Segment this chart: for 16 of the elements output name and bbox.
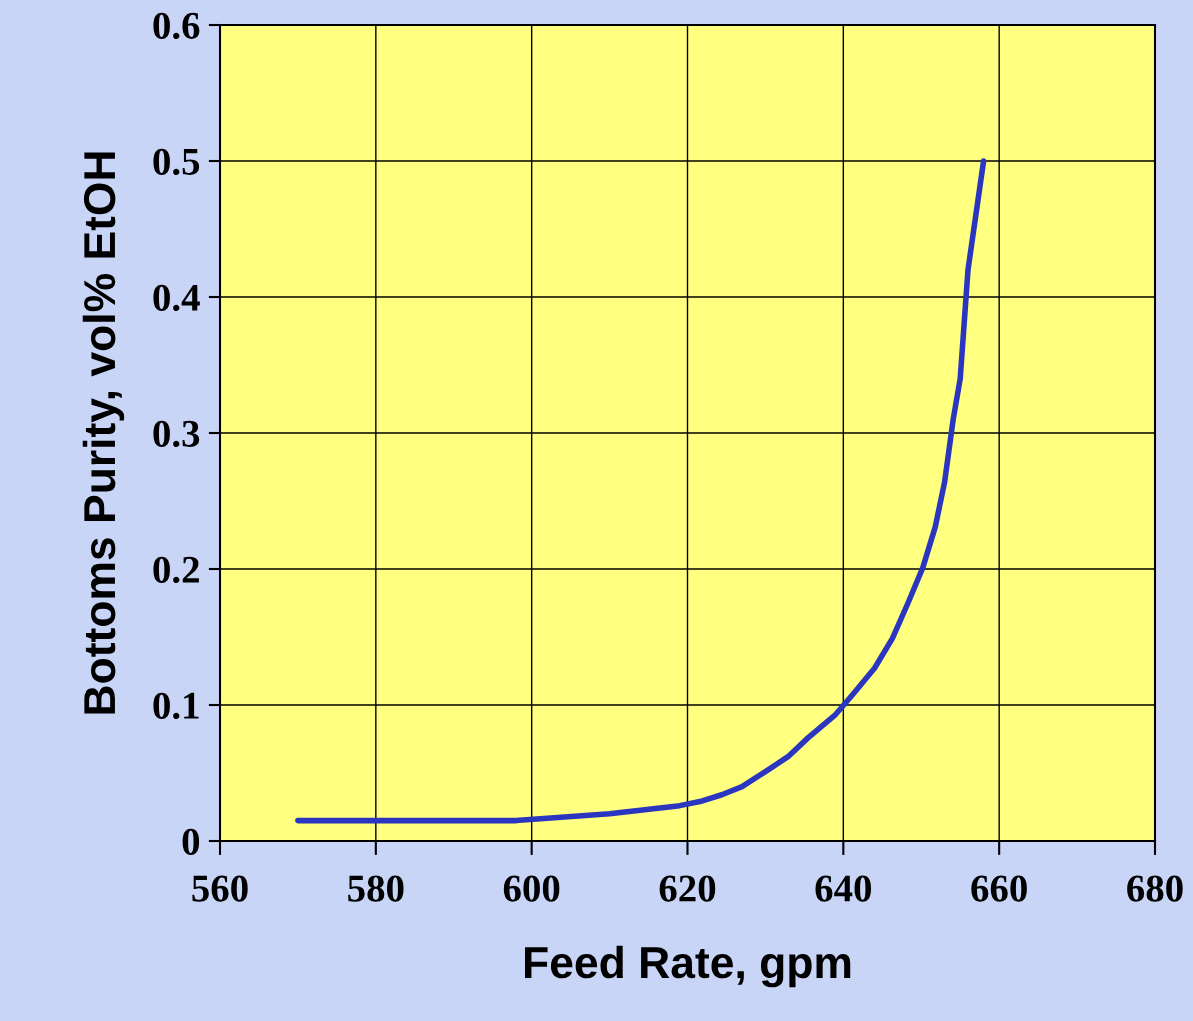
- y-tick-label: 0.1: [153, 692, 199, 720]
- x-tick-label: 560: [192, 875, 248, 902]
- y-tick-label: 0.2: [153, 556, 199, 584]
- x-tick-label: 620: [659, 875, 716, 902]
- y-tick-label: 0.3: [153, 420, 200, 448]
- x-tick-label: 640: [815, 875, 872, 902]
- x-tick-label: 580: [348, 875, 404, 902]
- x-tick-label: 600: [503, 875, 560, 902]
- x-tick-label: 660: [971, 875, 1027, 902]
- y-tick-label: 0.5: [153, 148, 200, 176]
- x-axis-title: Feed Rate, gpm: [525, 945, 851, 988]
- x-tick-label: 680: [1127, 875, 1183, 902]
- y-axis-title: Bottoms Purity, vol% EtOH: [82, 152, 125, 714]
- y-tick-label: 0.4: [153, 284, 200, 312]
- y-tick-label: 0.6: [153, 12, 200, 40]
- y-tick-label: 0: [182, 828, 200, 855]
